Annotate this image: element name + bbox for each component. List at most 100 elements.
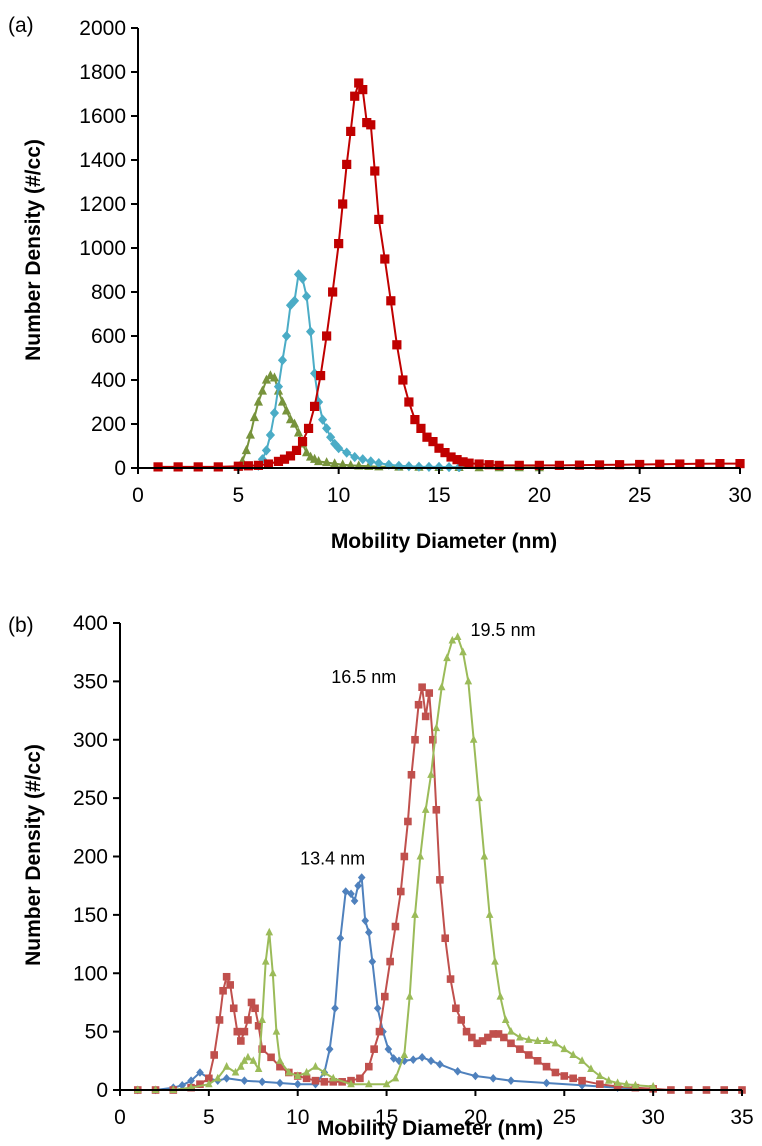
y-tick-label: 350 [73, 670, 108, 693]
data-point [414, 700, 423, 709]
data-point [293, 427, 304, 437]
data-point [322, 457, 332, 467]
data-point [187, 1083, 195, 1091]
data-point [254, 1064, 263, 1073]
data-point [361, 916, 370, 926]
data-point [365, 1062, 373, 1071]
data-point [374, 458, 384, 469]
data-point [494, 1030, 503, 1038]
x-tick-label: 5 [232, 484, 244, 507]
data-point [320, 1067, 329, 1076]
data-point [474, 459, 484, 469]
y-axis-title-a: Number Density (#/cc) [22, 139, 45, 361]
y-tick-label: 50 [85, 1021, 108, 1044]
y-tick-label: 2000 [79, 17, 126, 40]
data-point [316, 371, 326, 381]
data-point [464, 458, 474, 468]
data-point [231, 1067, 240, 1076]
data-point [384, 1044, 393, 1054]
data-point [421, 712, 430, 721]
y-tick-label: 200 [91, 413, 126, 436]
series-line [237, 374, 540, 469]
data-point [285, 451, 296, 461]
data-point [464, 676, 473, 685]
data-point [289, 295, 300, 306]
data-point [382, 1079, 391, 1088]
data-point [366, 120, 376, 130]
data-point [346, 126, 356, 136]
data-point [542, 1078, 551, 1088]
data-point [578, 1056, 586, 1064]
data-point [237, 1037, 245, 1045]
x-tick-label: 10 [286, 1106, 309, 1129]
data-point [210, 1051, 218, 1059]
data-point [330, 458, 340, 468]
data-point [213, 1073, 222, 1082]
data-point [374, 214, 384, 224]
data-point [354, 881, 362, 890]
data-point [173, 462, 183, 472]
data-point [297, 437, 308, 447]
data-point [301, 447, 312, 457]
data-point [524, 1035, 533, 1043]
data-point [604, 1076, 613, 1084]
data-point [446, 452, 456, 462]
x-tick-label: 15 [427, 484, 450, 507]
data-point [631, 1080, 640, 1089]
data-point [478, 1037, 487, 1045]
series-line [158, 82, 740, 468]
data-point [569, 1074, 577, 1083]
data-point [350, 451, 360, 463]
data-point [293, 1079, 302, 1089]
data-point [434, 461, 444, 472]
data-point [471, 1071, 480, 1081]
data-point [354, 78, 364, 88]
data-point [247, 998, 256, 1007]
data-point [222, 1062, 231, 1070]
data-point [265, 429, 276, 441]
data-point [276, 1078, 284, 1088]
data-point [484, 1033, 492, 1042]
data-point [578, 1076, 586, 1085]
data-point [418, 683, 426, 692]
data-point [326, 432, 336, 443]
data-point [489, 1074, 497, 1083]
data-point [404, 397, 414, 407]
plot-area-a [153, 78, 745, 472]
data-point [357, 873, 366, 882]
data-point [424, 461, 434, 472]
data-point [391, 1073, 400, 1082]
data-point [329, 1073, 338, 1082]
data-point [233, 1027, 242, 1036]
data-point [380, 254, 390, 264]
data-point [249, 1056, 258, 1064]
data-point [350, 896, 359, 906]
data-point [649, 1081, 657, 1090]
chart-panel-b: (b) 0 50 100 150 200 250 300 350 400 0 5 10 15 20 25 30… [8, 612, 754, 1140]
y-tick-label: 1800 [79, 61, 126, 84]
data-point [153, 462, 163, 472]
data-point [334, 443, 344, 454]
data-point [491, 956, 499, 965]
data-point [338, 459, 348, 469]
data-point [318, 414, 328, 425]
x-tick-label: 25 [628, 484, 651, 507]
data-point [468, 1033, 476, 1042]
data-point [240, 1027, 249, 1036]
x-tick-label: 5 [203, 1106, 215, 1129]
data-point [421, 805, 430, 813]
data-point [196, 1068, 204, 1077]
y-tick-label: 300 [73, 729, 108, 752]
data-point [380, 992, 389, 1001]
x-tick-label: 0 [132, 484, 144, 507]
data-point [261, 956, 270, 965]
data-point [320, 1078, 329, 1086]
data-point [370, 1045, 378, 1053]
data-point [356, 1074, 364, 1083]
data-point [428, 437, 438, 447]
data-point [440, 448, 450, 458]
data-point [404, 817, 412, 826]
y-tick-label: 600 [91, 325, 126, 348]
data-point [458, 457, 468, 467]
